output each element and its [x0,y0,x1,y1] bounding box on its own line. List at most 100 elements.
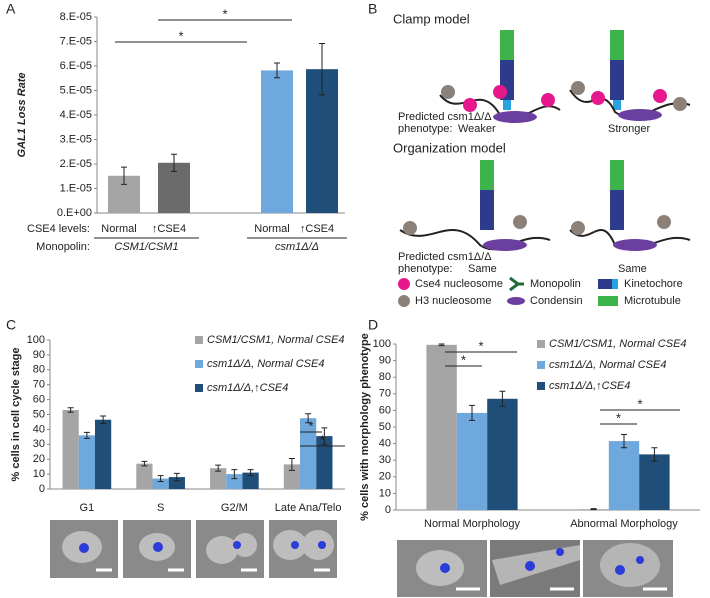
y-tick-label: 20 [33,453,45,465]
legend-label: csm1Δ/Δ,↑CSE4 [549,380,630,392]
bar [136,463,153,489]
y-tick-label: 1.E-05 [60,182,92,194]
phenotype-label: phenotype: [398,123,452,135]
bar [316,436,333,489]
bar [639,454,670,510]
bar [78,435,95,489]
error-bar [319,42,325,96]
y-tick-label: 30 [379,454,391,466]
error-bar [231,469,238,480]
error-bar [173,472,180,482]
y-axis-label: % cells with morphology phenotype [359,333,371,521]
error-bar [621,433,627,449]
y-tick-label: 10 [379,487,391,499]
error-bar [499,390,506,407]
bar [261,70,293,213]
legend-label: CSM1/CSM1, Normal CSE4 [207,334,345,346]
significance-star: * [616,410,621,425]
model-title: Organization model [393,140,506,155]
significance-star: * [637,396,642,411]
bar [226,474,243,489]
bar [242,472,259,489]
x-tick-label: ↑CSE4 [152,223,186,235]
group-label: csm1Δ/Δ [275,241,319,253]
x-tick-label: Normal [254,223,289,235]
y-axis-label: % cells in cell cycle stage [10,348,22,482]
bar [283,464,301,489]
y-tick-label: 70 [379,388,391,400]
error-bar [247,469,254,477]
x-tick-label: G2/M [221,502,248,514]
significance-star: * [478,338,483,353]
y-tick-label: 2.E-05 [60,158,92,170]
legend-swatch [537,361,545,369]
error-bar [590,508,597,511]
y-tick-label: 0 [39,483,45,495]
legend-label: Kinetochore [624,278,683,290]
clamp-left [439,30,561,123]
significance-star: * [308,418,313,433]
y-tick-label: 30 [33,438,45,450]
x-tick-label: ↑CSE4 [300,223,334,235]
bar [62,410,79,489]
clamp-right [569,30,691,121]
x-tick-label: Abnormal Morphology [570,518,678,530]
x-tick-label: Normal [101,223,136,235]
row-label: Monopolin: [36,241,90,253]
y-tick-label: 40 [33,423,45,435]
bar [487,398,518,510]
y-tick-label: 80 [33,364,45,376]
row-label: CSE4 levels: [27,223,90,235]
legend-label: Microtubule [624,295,681,307]
phenotype-value: Same [468,263,497,275]
y-tick-label: 7.E-05 [60,35,92,47]
error-bar [83,431,90,439]
y-tick-label: 10 [33,468,45,480]
y-tick-label: 8.E-05 [60,11,92,23]
error-bar [651,447,658,462]
org-left [399,160,551,251]
phenotype-value: Weaker [458,123,496,135]
y-tick-label: 6.E-05 [60,60,92,72]
error-bar [321,427,328,445]
legend-label: csm1Δ/Δ, Normal CSE4 [207,358,324,370]
legend-label: csm1Δ/Δ,↑CSE4 [207,382,288,394]
y-tick-label: 100 [27,334,45,346]
error-bar [305,413,312,424]
group-label: CSM1/CSM1 [114,241,178,253]
panel-label: B [368,1,377,17]
error-bar [67,407,74,413]
y-tick-label: 5.E-05 [60,84,92,96]
y-tick-label: 0.E+00 [57,207,92,219]
significance-star: * [320,432,325,447]
y-tick-label: 90 [33,349,45,361]
y-tick-label: 50 [33,408,45,420]
legend-label: Monopolin [530,278,581,290]
model-title: Clamp model [393,11,470,26]
error-bar [171,153,177,172]
y-axis-label: GAL1 Loss Rate [16,73,28,158]
phenotype-value: Stronger [608,123,651,135]
bar [300,418,317,489]
error-bar [469,404,475,421]
org-right [569,160,691,251]
y-tick-label: 20 [379,471,391,483]
y-tick-label: 80 [379,371,391,383]
panel-label: D [368,317,378,333]
legend-label: csm1Δ/Δ, Normal CSE4 [549,359,666,371]
error-bar [121,166,127,185]
y-tick-label: 4.E-05 [60,109,92,121]
x-tick-label: Normal Morphology [424,518,520,530]
phenotype-value: Same [618,263,647,275]
legend-label: Cse4 nucleosome [415,278,503,290]
panel-label: A [6,1,16,17]
legend-label: H3 nucleosome [415,295,491,307]
significance-star: * [461,352,466,367]
panel-label: C [6,317,16,333]
phenotype-label: phenotype: [398,263,452,275]
legend-swatch [537,382,545,390]
error-bar [100,415,107,424]
legend-label: Condensin [530,295,583,307]
legend-swatch [195,336,203,344]
